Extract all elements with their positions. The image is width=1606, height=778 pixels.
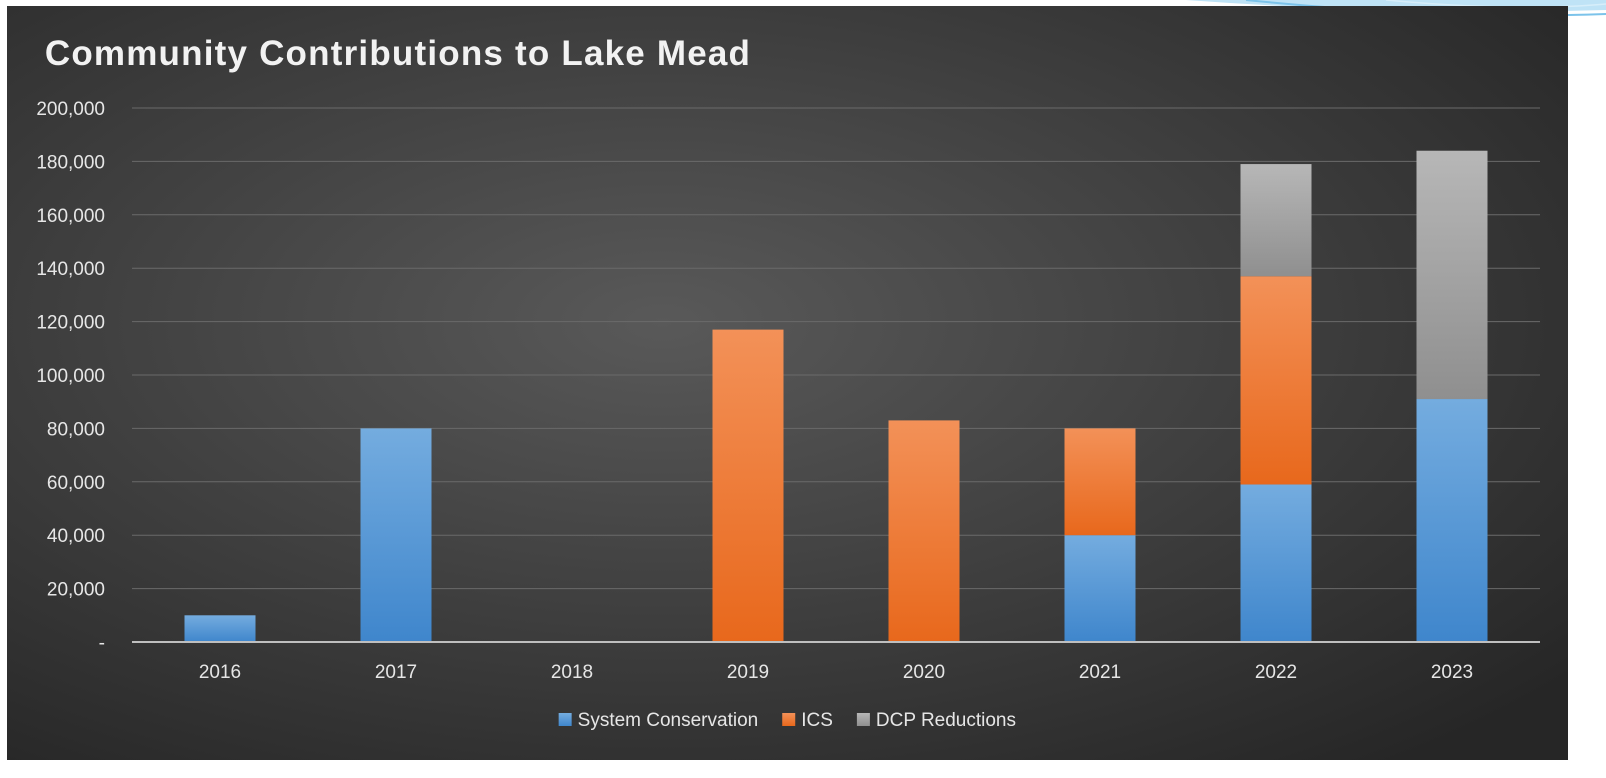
y-tick-label: 140,000 bbox=[36, 259, 105, 280]
y-tick-label: 120,000 bbox=[36, 313, 105, 334]
bars bbox=[184, 150, 1488, 642]
chart-title: Community Contributions to Lake Mead bbox=[45, 34, 751, 73]
y-tick-label: 40,000 bbox=[47, 526, 105, 547]
bar-ics-2021 bbox=[1064, 428, 1136, 536]
x-tick-label: 2018 bbox=[551, 662, 593, 683]
x-tick-label: 2023 bbox=[1431, 662, 1473, 683]
legend: System Conservation ICS DCP Reductions bbox=[558, 710, 1016, 731]
y-tick-label: 180,000 bbox=[36, 152, 105, 173]
y-tick-label: 20,000 bbox=[47, 580, 105, 601]
x-tick-label: 2020 bbox=[903, 662, 945, 683]
y-tick-label: 160,000 bbox=[36, 206, 105, 227]
y-tick-label: 80,000 bbox=[47, 419, 105, 440]
bar-system-conservation-2022 bbox=[1240, 484, 1312, 642]
legend-label: System Conservation bbox=[578, 710, 759, 731]
chart-frame: Community Contributions to Lake Mead - 20… bbox=[7, 6, 1568, 760]
legend-swatch bbox=[558, 713, 572, 726]
chart-svg: Community Contributions to Lake Mead - 20… bbox=[7, 6, 1568, 760]
x-tick-label: 2019 bbox=[727, 662, 769, 683]
bar-ics-2019 bbox=[712, 329, 784, 642]
legend-swatch bbox=[856, 713, 870, 726]
legend-label: ICS bbox=[801, 710, 833, 731]
y-tick-label: - bbox=[99, 633, 105, 654]
chart-background bbox=[7, 6, 1568, 760]
bar-system-conservation-2017 bbox=[360, 428, 432, 642]
legend-label: DCP Reductions bbox=[876, 710, 1016, 731]
y-axis-tick-labels: - 20,000 40,000 60,000 80,000 100,000 120,000 1… bbox=[36, 99, 105, 654]
x-axis-tick-labels: 2016 2017 2018 2019 2020 2021 2022 2023 bbox=[199, 662, 1473, 683]
x-tick-label: 2021 bbox=[1079, 662, 1121, 683]
bar-system-conservation-2016 bbox=[184, 615, 256, 642]
bar-system-conservation-2021 bbox=[1064, 535, 1136, 642]
bar-dcp-reductions-2023 bbox=[1416, 150, 1488, 400]
bar-system-conservation-2023 bbox=[1416, 399, 1488, 642]
x-tick-label: 2017 bbox=[375, 662, 417, 683]
x-tick-label: 2016 bbox=[199, 662, 241, 683]
bar-dcp-reductions-2022 bbox=[1240, 164, 1312, 277]
y-tick-label: 60,000 bbox=[47, 473, 105, 494]
bar-ics-2020 bbox=[888, 420, 960, 642]
bar-ics-2022 bbox=[1240, 276, 1312, 485]
x-tick-label: 2022 bbox=[1255, 662, 1297, 683]
y-tick-label: 100,000 bbox=[36, 366, 105, 387]
legend-swatch bbox=[782, 713, 796, 726]
y-tick-label: 200,000 bbox=[36, 99, 105, 120]
